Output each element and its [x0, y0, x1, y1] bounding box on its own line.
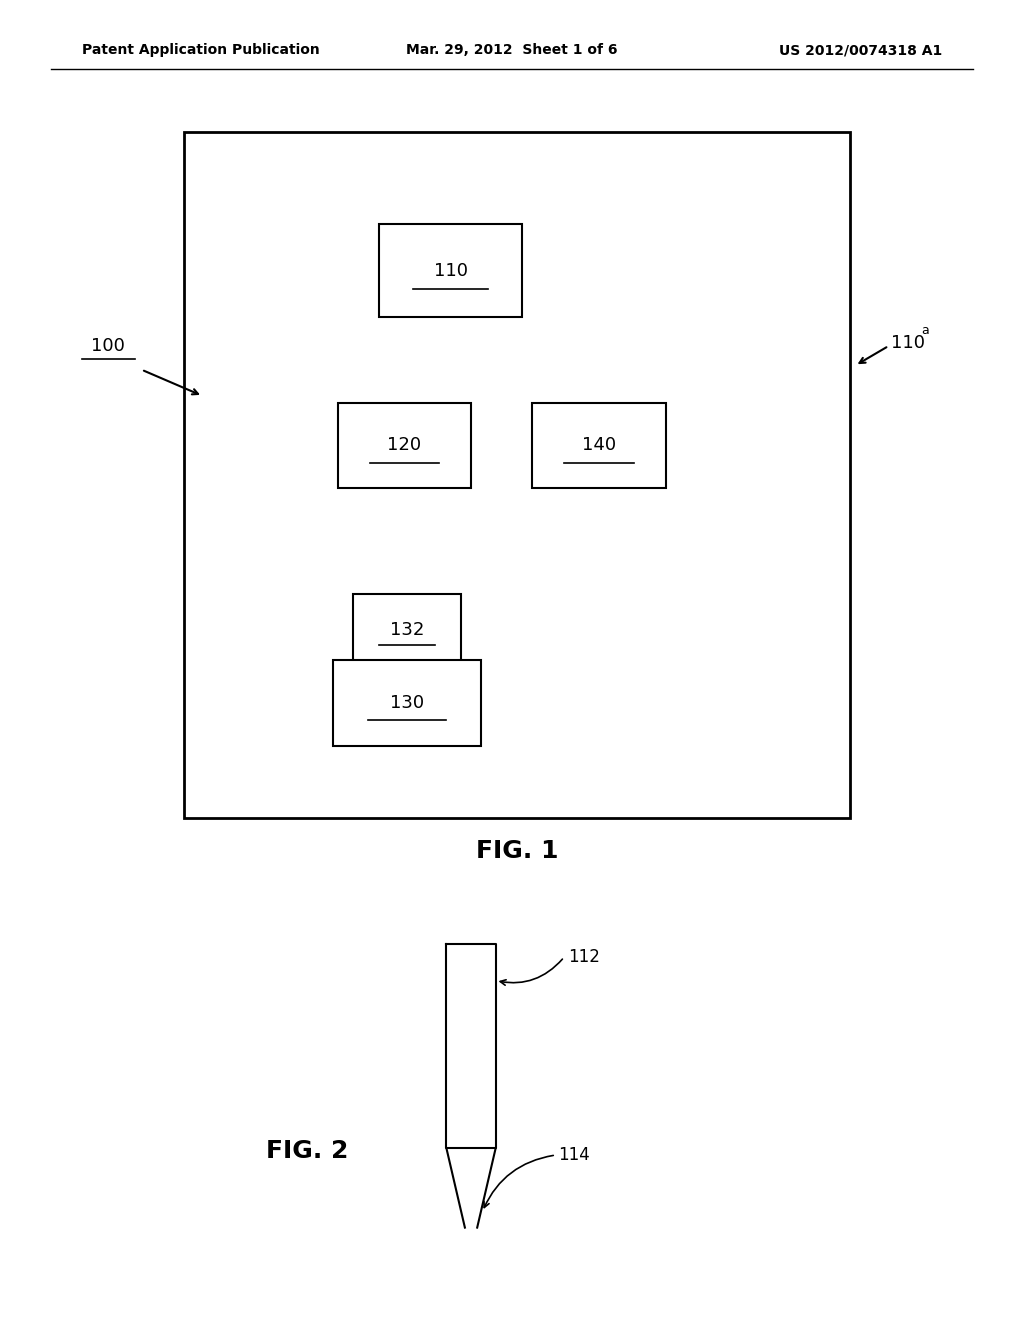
- Text: FIG. 1: FIG. 1: [476, 840, 558, 863]
- Text: 114: 114: [558, 1146, 590, 1164]
- Bar: [333, 660, 481, 746]
- Text: 110: 110: [891, 334, 925, 352]
- Text: 132: 132: [390, 622, 424, 639]
- Bar: [184, 132, 850, 818]
- Text: 140: 140: [582, 437, 616, 454]
- Text: FIG. 2: FIG. 2: [266, 1139, 348, 1163]
- Text: 130: 130: [390, 694, 424, 711]
- Bar: [379, 224, 522, 317]
- Polygon shape: [446, 1148, 496, 1228]
- Text: 120: 120: [387, 437, 422, 454]
- Text: Mar. 29, 2012  Sheet 1 of 6: Mar. 29, 2012 Sheet 1 of 6: [407, 44, 617, 57]
- Text: Patent Application Publication: Patent Application Publication: [82, 44, 319, 57]
- Text: US 2012/0074318 A1: US 2012/0074318 A1: [779, 44, 942, 57]
- Text: 110: 110: [433, 261, 468, 280]
- Text: 100: 100: [90, 337, 125, 355]
- Text: a: a: [922, 323, 930, 337]
- Bar: [338, 403, 471, 488]
- Text: 112: 112: [568, 948, 600, 966]
- Bar: [532, 403, 666, 488]
- Polygon shape: [446, 944, 496, 1148]
- Bar: [353, 594, 461, 667]
